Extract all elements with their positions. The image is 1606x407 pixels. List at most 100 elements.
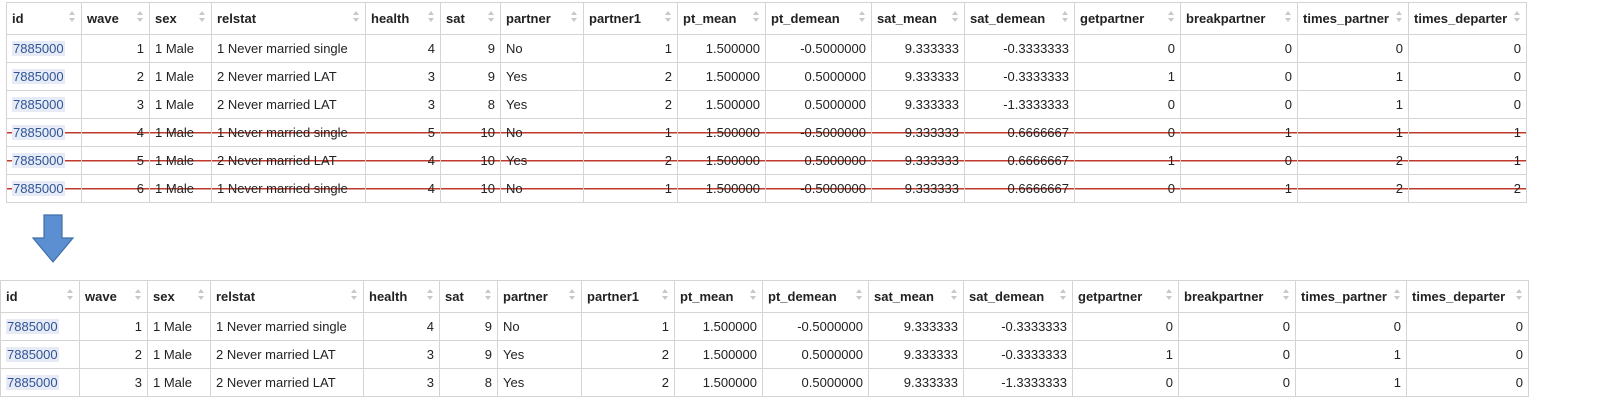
cell-getpartner: 0 (1074, 34, 1181, 63)
sort-icon[interactable] (1394, 289, 1401, 303)
column-header-sat-mean[interactable]: sat_mean (871, 2, 965, 35)
sort-icon[interactable] (856, 289, 863, 303)
sort-icon[interactable] (488, 11, 495, 25)
table-row: 7885000 3 1 Male 2 Never married LAT 3 8 Yes 2 1… (6, 90, 1527, 119)
column-header-label: breakpartner (1186, 11, 1266, 26)
cell-times-partner: 1 (1297, 118, 1409, 147)
column-header-sat-mean[interactable]: sat_mean (868, 280, 964, 313)
sort-icon[interactable] (569, 289, 576, 303)
cell-partner: No (497, 312, 582, 341)
column-header-sat[interactable]: sat (440, 2, 501, 35)
cell-pt-demean: 0.5000000 (762, 340, 869, 369)
cell-times-departer: 1 (1408, 146, 1527, 175)
sort-icon[interactable] (662, 289, 669, 303)
column-header-health[interactable]: health (363, 280, 440, 313)
column-header-pt-demean[interactable]: pt_demean (765, 2, 872, 35)
column-header-wave[interactable]: wave (79, 280, 148, 313)
sort-icon[interactable] (1283, 289, 1290, 303)
sort-icon[interactable] (859, 11, 866, 25)
cell-pt-mean: 1.500000 (677, 62, 766, 91)
cell-times-partner: 0 (1295, 312, 1407, 341)
sort-icon[interactable] (1514, 11, 1521, 25)
column-header-getpartner[interactable]: getpartner (1074, 2, 1181, 35)
struck-table-row: 7885000 4 1 Male 1 Never married single 5 10 N… (6, 118, 1527, 147)
sort-icon[interactable] (952, 11, 959, 25)
column-header-pt-mean[interactable]: pt_mean (674, 280, 763, 313)
column-header-label: sat_mean (874, 289, 934, 304)
cell-wave: 5 (81, 146, 150, 175)
column-header-relstat[interactable]: relstat (211, 2, 366, 35)
sort-icon[interactable] (665, 11, 672, 25)
column-header-breakpartner[interactable]: breakpartner (1180, 2, 1298, 35)
column-header-pt-demean[interactable]: pt_demean (762, 280, 869, 313)
column-header-id[interactable]: id (6, 2, 82, 35)
column-header-wave[interactable]: wave (81, 2, 150, 35)
column-header-times-departer[interactable]: times_departer (1408, 2, 1527, 35)
cell-pt-mean: 1.500000 (674, 312, 763, 341)
column-header-health[interactable]: health (365, 2, 441, 35)
cell-wave: 1 (79, 312, 148, 341)
column-header-partner[interactable]: partner (500, 2, 584, 35)
column-header-label: sat_mean (877, 11, 937, 26)
cell-partner: No (500, 34, 584, 63)
sort-icon[interactable] (137, 11, 144, 25)
sort-icon[interactable] (951, 289, 958, 303)
column-header-times-departer[interactable]: times_departer (1406, 280, 1529, 313)
column-header-label: sex (153, 289, 175, 304)
column-header-partner1[interactable]: partner1 (583, 2, 678, 35)
column-header-sat[interactable]: sat (439, 280, 498, 313)
cell-id: 7885000 (6, 174, 82, 203)
cell-getpartner: 0 (1072, 368, 1179, 397)
sort-icon[interactable] (69, 11, 76, 25)
sort-icon[interactable] (67, 289, 74, 303)
sort-icon[interactable] (1062, 11, 1069, 25)
cell-breakpartner: 0 (1180, 34, 1298, 63)
column-header-label: pt_demean (771, 11, 840, 26)
column-header-sat-demean[interactable]: sat_demean (963, 280, 1073, 313)
cell-sat: 9 (439, 312, 498, 341)
cell-pt-mean: 1.500000 (677, 118, 766, 147)
sort-icon[interactable] (485, 289, 492, 303)
id-value: 7885000 (12, 69, 65, 84)
sort-icon[interactable] (571, 11, 578, 25)
sort-icon[interactable] (1285, 11, 1292, 25)
sort-icon[interactable] (198, 289, 205, 303)
sort-icon[interactable] (750, 289, 757, 303)
column-header-times-partner[interactable]: times_partner (1297, 2, 1409, 35)
sort-icon[interactable] (753, 11, 760, 25)
column-header-times-partner[interactable]: times_partner (1295, 280, 1407, 313)
cell-pt-demean: 0.5000000 (762, 368, 869, 397)
column-header-breakpartner[interactable]: breakpartner (1178, 280, 1296, 313)
sort-icon[interactable] (199, 11, 206, 25)
cell-breakpartner: 0 (1180, 62, 1298, 91)
sort-icon[interactable] (427, 289, 434, 303)
cell-times-departer: 0 (1408, 34, 1527, 63)
column-header-sex[interactable]: sex (149, 2, 212, 35)
sort-icon[interactable] (1396, 11, 1403, 25)
cell-times-departer: 0 (1406, 312, 1529, 341)
sort-icon[interactable] (1166, 289, 1173, 303)
column-header-relstat[interactable]: relstat (210, 280, 364, 313)
sort-icon[interactable] (1516, 289, 1523, 303)
column-header-partner1[interactable]: partner1 (581, 280, 675, 313)
column-header-sex[interactable]: sex (147, 280, 211, 313)
sort-icon[interactable] (135, 289, 142, 303)
cell-id: 7885000 (6, 34, 82, 63)
cell-sat-mean: 9.333333 (871, 174, 965, 203)
cell-sat-mean: 9.333333 (871, 34, 965, 63)
cell-sat-mean: 9.333333 (868, 368, 964, 397)
column-header-sat-demean[interactable]: sat_demean (964, 2, 1075, 35)
sort-icon[interactable] (1060, 289, 1067, 303)
column-header-id[interactable]: id (0, 280, 80, 313)
sort-icon[interactable] (351, 289, 358, 303)
header-row: id wave sex relstat health sat partner partner1… (0, 280, 1529, 313)
sort-icon[interactable] (353, 11, 360, 25)
sort-icon[interactable] (428, 11, 435, 25)
cell-wave: 3 (81, 90, 150, 119)
cell-breakpartner: 1 (1180, 174, 1298, 203)
column-header-partner[interactable]: partner (497, 280, 582, 313)
cell-partner: Yes (500, 62, 584, 91)
sort-icon[interactable] (1168, 11, 1175, 25)
column-header-pt-mean[interactable]: pt_mean (677, 2, 766, 35)
column-header-getpartner[interactable]: getpartner (1072, 280, 1179, 313)
